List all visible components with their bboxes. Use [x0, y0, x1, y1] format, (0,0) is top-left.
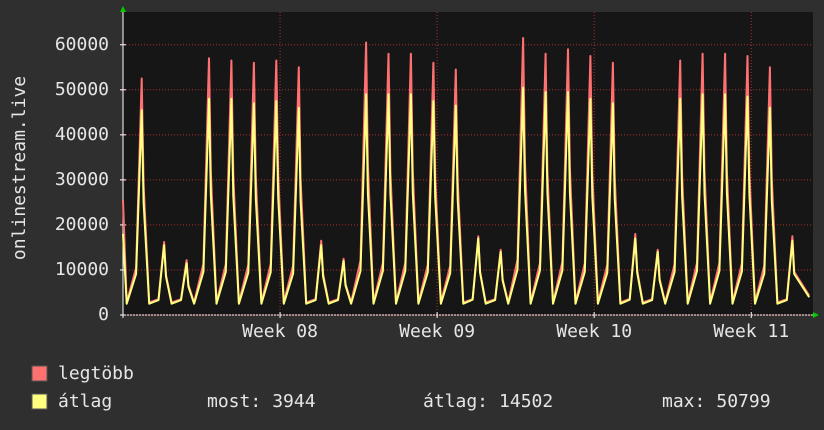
- stat-label: max:: [662, 391, 705, 412]
- y-axis-label: onlinestream.live: [9, 76, 30, 260]
- legend-label: legtöbb: [58, 363, 134, 384]
- y-tick-label: 30000: [55, 169, 109, 190]
- series-line: [122, 86, 811, 305]
- stat: max: 50799: [662, 391, 771, 412]
- y-tick-label: 0: [98, 304, 109, 325]
- y-axis-arrow: [120, 6, 126, 12]
- legend-swatch: [31, 393, 48, 410]
- stat-label: most:: [207, 391, 261, 412]
- x-tick-label: Week 09: [399, 321, 475, 342]
- legend-label: átlag: [58, 391, 112, 412]
- x-tick-label: Week 10: [556, 321, 632, 342]
- x-tick-label: Week 08: [242, 321, 318, 342]
- y-tick-label: 60000: [55, 34, 109, 55]
- plot: 0 10000 20000 30000 40000 50000 60000 Week 08 We…: [55, 12, 812, 342]
- y-tick-label: 50000: [55, 79, 109, 100]
- stat-value: 14502: [499, 391, 553, 412]
- x-tick-label: Week 11: [713, 321, 789, 342]
- stat: most: 3944: [207, 391, 316, 412]
- legend: legtöbb átlag most: 3944 átlag: 14502 max: 5079…: [31, 363, 771, 412]
- stat-label: átlag:: [423, 391, 488, 412]
- legend-swatch: [31, 365, 48, 382]
- stat-value: 3944: [272, 391, 315, 412]
- stat-value: 50799: [716, 391, 770, 412]
- x-axis-arrow: [813, 312, 819, 318]
- stat: átlag: 14502: [423, 391, 553, 412]
- y-tick-label: 20000: [55, 214, 109, 235]
- y-tick-label: 40000: [55, 124, 109, 145]
- y-tick-label: 10000: [55, 259, 109, 280]
